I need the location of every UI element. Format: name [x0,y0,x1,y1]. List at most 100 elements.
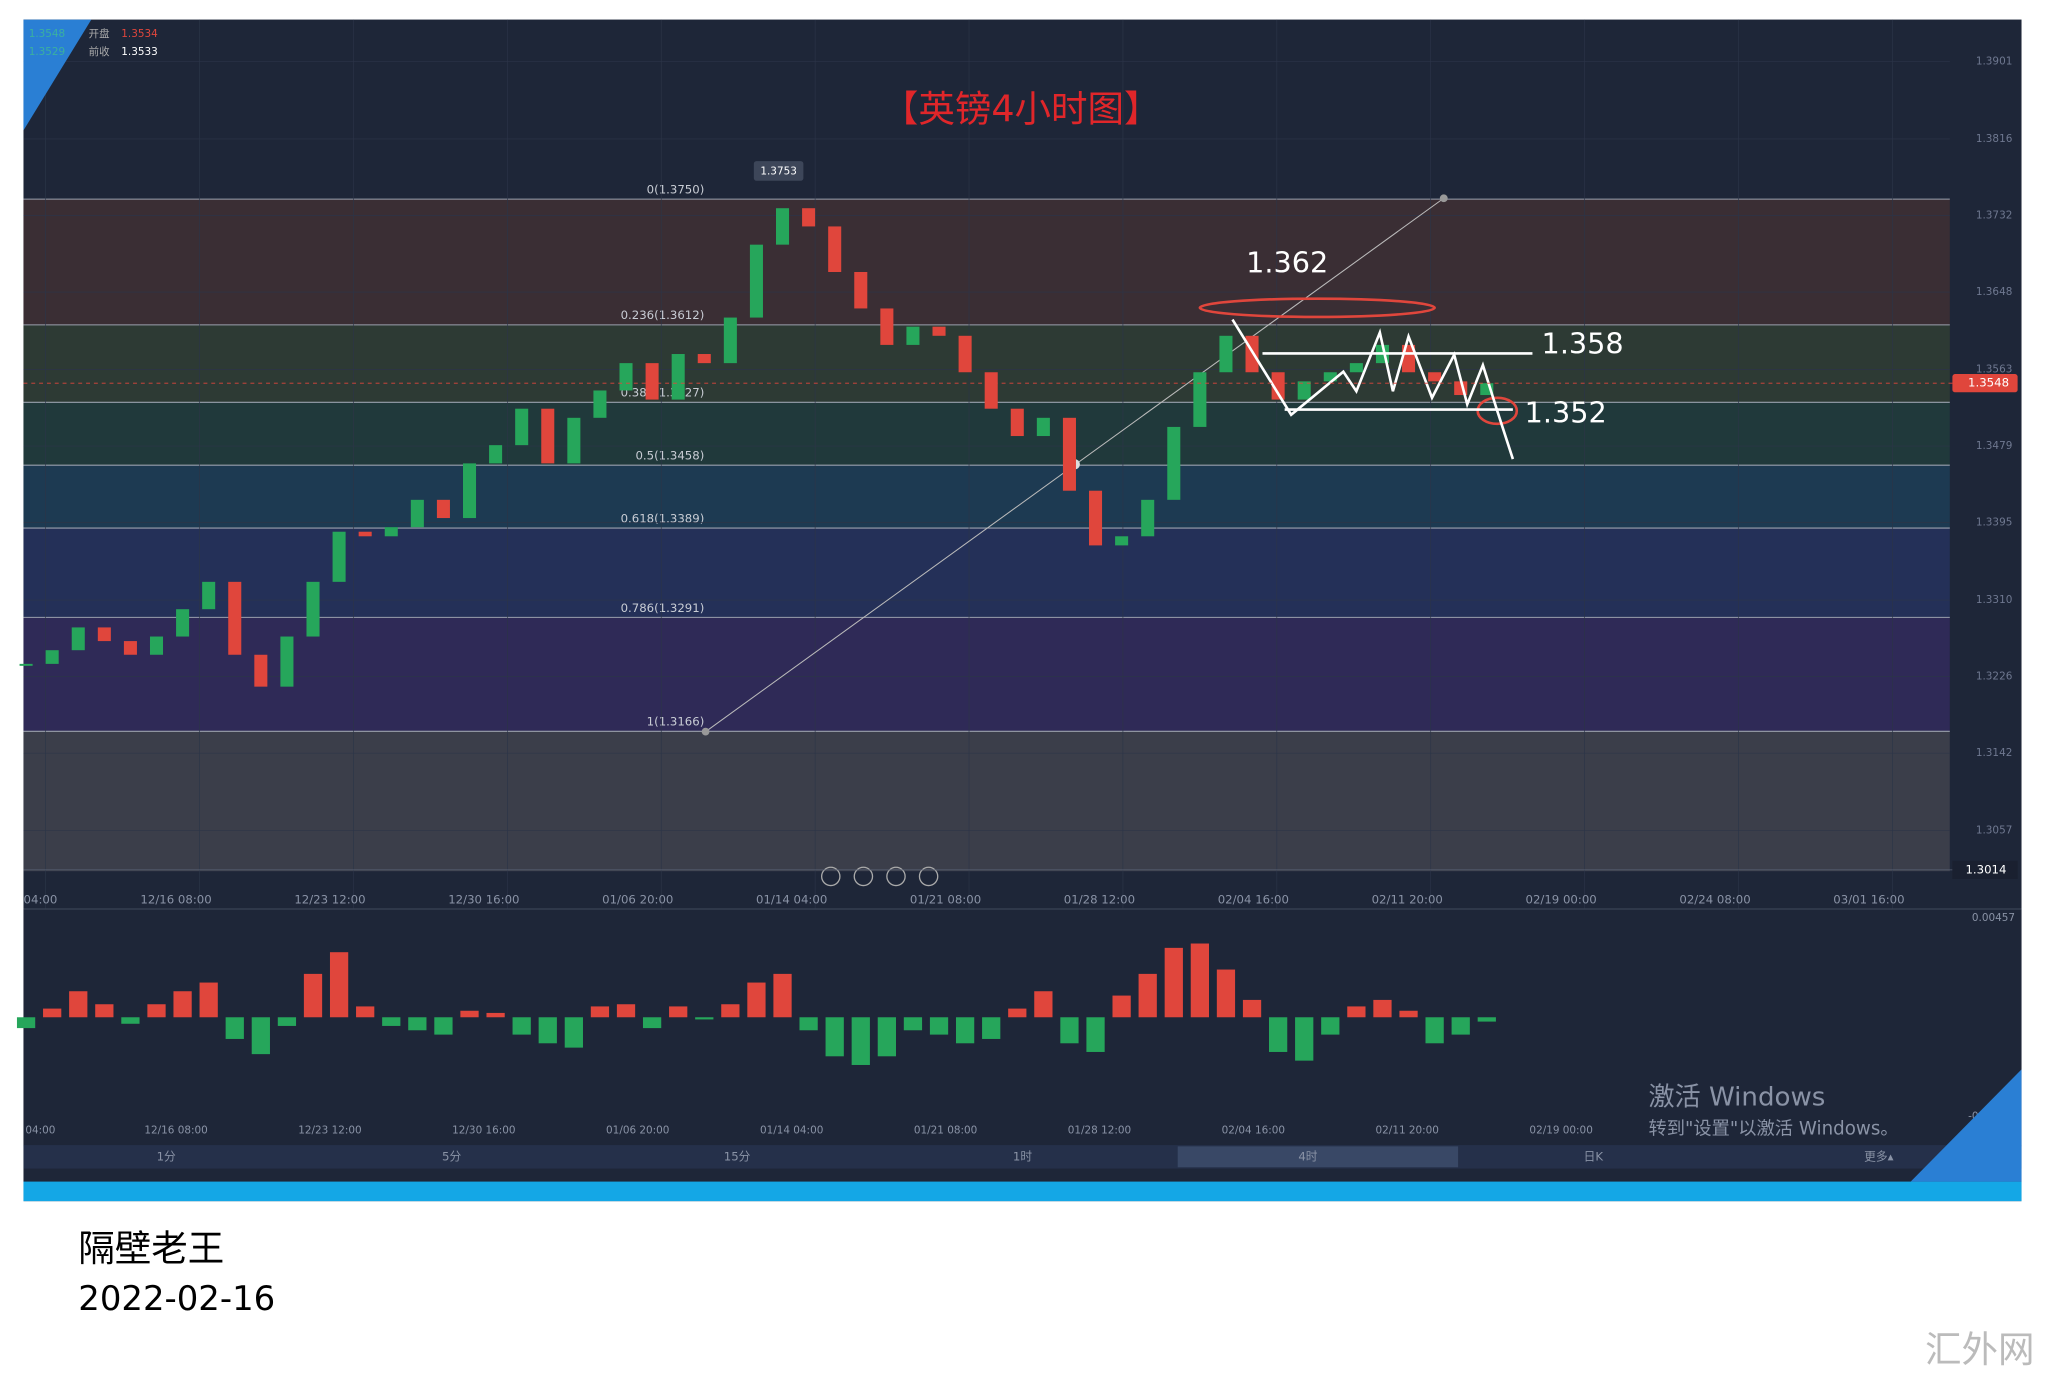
x-tick-label: 02/19 00:00 [1525,892,1596,906]
candle [254,654,268,687]
macd-bar [121,1017,140,1024]
timeframe-tab[interactable]: 5分 [442,1149,461,1163]
fib-label: 0.786(1.3291) [621,601,705,615]
macd-bar [825,1017,844,1057]
candle [45,650,59,664]
candle [1036,417,1050,437]
timeframe-tab[interactable]: 更多▴ [1864,1149,1893,1163]
macd-bar [1347,1006,1366,1018]
candle [1193,372,1207,427]
timeframe-tab[interactable]: 日K [1584,1149,1604,1163]
macd-x-tick-label: 12/23 12:00 [298,1125,361,1137]
candle [880,308,894,345]
candle [697,354,711,364]
fib-label: 0.236(1.3612) [621,308,705,322]
zoom-in[interactable] [918,866,939,887]
macd-bar [225,1017,244,1039]
fib-label: 0.618(1.3389) [621,511,705,525]
macd-bar [1295,1017,1314,1061]
bottom-bar [23,1181,2022,1202]
macd-bar [1112,995,1131,1018]
macd-x-tick-label: 02/04 16:00 [1222,1125,1285,1137]
peak-label: 1.3753 [760,166,796,178]
macd-bar [669,1006,688,1018]
fib-label: 0(1.3750) [647,182,705,196]
macd-bar [1086,1017,1105,1052]
fib-band [23,199,1950,325]
timeframe-tab[interactable]: 4时 [1298,1149,1317,1163]
macd-bar [1242,999,1262,1018]
prev[interactable] [853,866,874,887]
next[interactable] [886,866,906,887]
candle [489,445,503,464]
macd-bar [695,1017,714,1020]
candle [410,499,424,528]
macd-bar [903,1017,923,1031]
candle [1010,408,1024,437]
timeframe-tab[interactable]: 1时 [1013,1149,1032,1163]
x-tick-label: 01/21 08:00 [910,892,981,906]
macd-bar [1008,1008,1027,1018]
candle [828,226,842,272]
candle [1115,536,1129,546]
macd-bar [460,1010,479,1018]
macd-bar [303,973,323,1018]
macd-bar [408,1017,427,1031]
annotation: 1.358 [1542,327,1624,361]
candle [593,390,607,418]
candle [384,527,398,537]
fib-label: 0.382(1.3527) [621,386,705,400]
candle [202,581,216,610]
candle [1271,372,1285,400]
x-tick-label: 02/04 16:00 [1218,892,1289,906]
y-tick-label: 1.3648 [1976,286,2012,298]
y-tick-label: 1.3310 [1976,594,2012,606]
candle [515,408,529,446]
macd-x-tick-label: 01/28 12:00 [1068,1125,1131,1137]
candle [723,317,737,364]
macd-bar [1373,999,1392,1018]
candle [462,463,477,519]
candle [1062,417,1076,491]
macd-x-tick-label: 12/30 16:00 [452,1125,515,1137]
candle [1349,363,1363,373]
macd-bar [982,1017,1001,1039]
tab-bar [23,1145,2022,1169]
fib-band [23,617,1950,732]
zigzag [1231,318,1515,460]
fib-band [23,402,1950,466]
macd-bar [590,1006,610,1018]
candle [176,609,190,637]
watermark: 转到"设置"以激活 Windows。 [1649,1118,1899,1139]
y-tick-label: 1.3732 [1976,209,2012,221]
macd-bar [173,991,192,1018]
candle [1428,372,1442,382]
low-tag-label: 1.3014 [1965,862,2006,876]
candle [1245,335,1259,373]
x-tick-label: 12/16 08:00 [140,892,211,906]
timeframe-tab[interactable]: 15分 [724,1149,751,1163]
candle [1480,383,1494,396]
macd-bar [43,1008,62,1018]
macd-bar [356,1006,375,1018]
macd-bar [1321,1017,1340,1035]
macd-tick-label: 0.00457 [1972,912,2015,924]
timeframe-tab[interactable]: 1分 [157,1149,176,1163]
y-tick-label: 1.3816 [1976,133,2012,145]
y-tick-label: 1.3479 [1976,440,2012,452]
macd-bar [1399,1010,1418,1018]
fib-band [23,465,1950,529]
macd-bar [1138,973,1157,1018]
header-open-label: 开盘 [89,27,110,40]
macd-bar [773,973,792,1018]
candle [1323,372,1337,382]
macd-bar [955,1017,975,1044]
watermark: 激活 Windows [1649,1083,1826,1113]
header-prev: 1.3533 [121,46,157,58]
zoom-out[interactable] [820,866,841,887]
macd-x-tick-label: 02/11 20:00 [1376,1125,1439,1137]
candle [19,663,33,666]
chart-title: 【英镑4小时图】 [882,87,1161,130]
macd-bar [1477,1017,1496,1022]
